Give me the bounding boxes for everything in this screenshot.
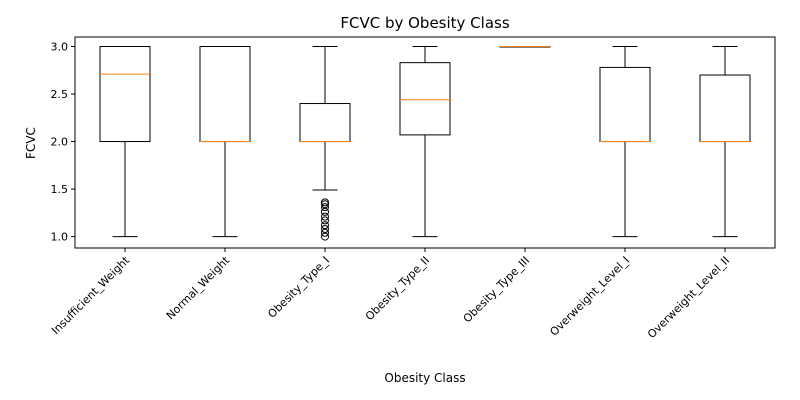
box — [99, 46, 151, 143]
x-axis-label: Obesity Class — [384, 371, 465, 385]
x-tick-label: Obesity_Type_I — [265, 254, 332, 321]
outlier-point — [321, 216, 329, 225]
x-tick-label: Insufficient_Weight — [49, 253, 133, 337]
y-axis-label: FCVC — [24, 127, 38, 159]
plot-frame — [74, 36, 776, 249]
box — [599, 66, 651, 143]
outlier-point — [321, 221, 329, 230]
outlier-point — [321, 212, 329, 221]
outlier-point — [321, 203, 329, 212]
box — [299, 103, 351, 143]
x-tick-label: Obesity_Type_III — [461, 254, 532, 325]
outlier-point — [321, 232, 329, 241]
box — [199, 46, 251, 143]
y-tick-label: 2.5 — [51, 88, 69, 101]
outlier-point — [321, 207, 329, 216]
outlier-point — [321, 228, 329, 237]
box — [699, 74, 751, 143]
x-tick-label: Obesity_Type_II — [363, 254, 432, 323]
plot-area: 1.0 1.5 2.0 2.5 3.0 Insufficient_Weight Normal… — [49, 36, 776, 341]
x-tick-label: Overweight_Level_I — [547, 254, 632, 339]
y-tick-label: 1.5 — [51, 183, 69, 196]
box — [399, 62, 451, 136]
x-tick-label: Overweight_Level_II — [645, 254, 732, 341]
outlier-point — [321, 224, 329, 233]
y-tick-label: 1.0 — [51, 231, 69, 244]
chart-title: FCVC by Obesity Class — [340, 14, 509, 32]
y-tick-label: 3.0 — [51, 41, 69, 54]
x-tick-label: Normal_Weight — [164, 253, 233, 322]
y-tick-label: 2.0 — [51, 136, 69, 149]
outlier-point — [321, 198, 329, 207]
